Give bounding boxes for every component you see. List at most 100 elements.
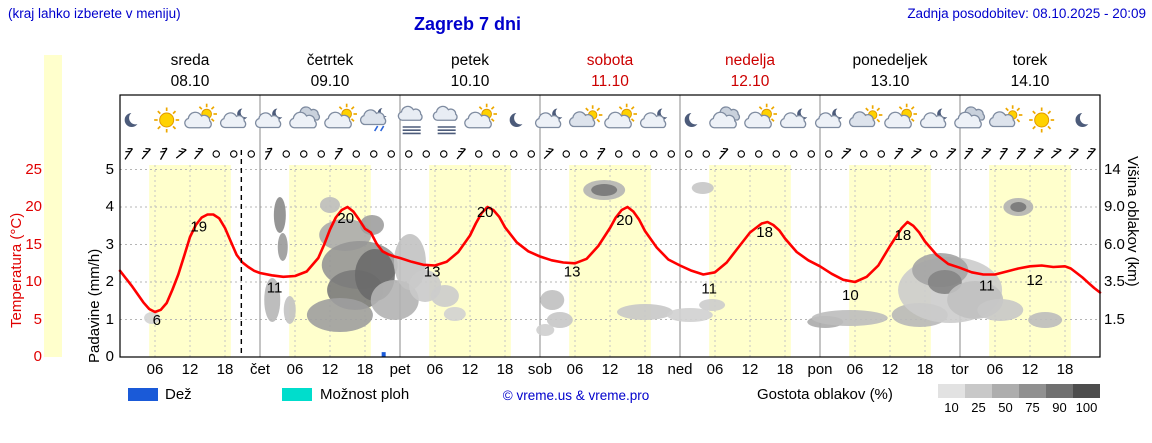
sun-cloud-icon bbox=[464, 111, 492, 129]
calm-wind-icon bbox=[824, 150, 833, 158]
cloud-blob bbox=[370, 280, 419, 320]
wind-barb-tick bbox=[916, 147, 922, 151]
calm-wind-icon bbox=[632, 150, 640, 158]
page-title: Zagreb 7 dni bbox=[413, 14, 521, 34]
cloud-moon-icon bbox=[660, 107, 671, 118]
cloud-moon-icon bbox=[800, 107, 811, 118]
calm-wind-icon bbox=[352, 150, 360, 158]
copyright-link[interactable]: © vreme.us & vreme.pro bbox=[502, 388, 650, 403]
temp-value-label: 12 bbox=[1026, 272, 1043, 289]
calm-wind-icon bbox=[474, 150, 483, 158]
temp-value-label: 11 bbox=[267, 280, 283, 297]
calm-wind-icon bbox=[439, 150, 448, 158]
temp-value-label: 18 bbox=[894, 227, 911, 244]
moon-icon bbox=[129, 111, 142, 125]
cloud-sun-icon bbox=[876, 118, 881, 123]
sun-cloud-icon bbox=[618, 106, 623, 110]
sun-cloud-icon bbox=[210, 118, 215, 122]
cloud-blob bbox=[1028, 312, 1063, 328]
cloud-sun-icon bbox=[876, 107, 881, 112]
cloud-blob bbox=[691, 182, 714, 194]
cloud-sun-icon bbox=[596, 107, 601, 112]
calm-wind-icon bbox=[247, 150, 256, 158]
cloud-blob bbox=[144, 312, 161, 324]
sun-cloud-icon bbox=[210, 106, 215, 110]
cloud-sun-icon bbox=[596, 118, 601, 123]
sun-cloud-icon bbox=[350, 118, 355, 122]
cloud-blob bbox=[264, 278, 281, 322]
calm-wind-icon bbox=[754, 150, 763, 158]
wind-barb-tick bbox=[983, 150, 989, 153]
rain-bar bbox=[381, 352, 386, 357]
cloud-blob bbox=[306, 298, 373, 332]
cloud-showers-icon bbox=[359, 109, 387, 126]
wind-barb-icon bbox=[841, 148, 852, 160]
rain-legend-label: Dež bbox=[165, 386, 192, 403]
wind-barb-icon bbox=[543, 148, 554, 160]
cloud-blob bbox=[811, 310, 888, 326]
moon-icon bbox=[689, 111, 702, 125]
wind-barb-icon bbox=[1050, 149, 1062, 159]
wind-barb-tick bbox=[181, 147, 187, 151]
calm-wind-icon bbox=[509, 150, 518, 158]
cloud-blob bbox=[617, 304, 673, 320]
wind-barb-icon bbox=[894, 148, 904, 160]
cloud-showers-icon bbox=[373, 125, 379, 132]
sun-icon bbox=[159, 112, 175, 128]
cloud-moon-icon bbox=[534, 112, 562, 129]
cloud-blob bbox=[536, 324, 555, 336]
calm-wind-icon bbox=[579, 150, 588, 158]
wind-barb-tick bbox=[843, 150, 849, 153]
calm-wind-icon bbox=[649, 150, 658, 158]
cloud-moon-icon bbox=[779, 112, 807, 129]
calm-wind-icon bbox=[404, 150, 413, 158]
cloud-blob bbox=[277, 233, 288, 261]
sun-cloud-icon bbox=[744, 111, 772, 129]
wind-barb-tick bbox=[545, 150, 551, 153]
calm-wind-icon bbox=[422, 150, 430, 158]
temp-value-label: 20 bbox=[616, 212, 633, 229]
sun-cloud-icon bbox=[604, 111, 632, 129]
wind-barb-tick bbox=[1053, 150, 1059, 153]
cloud-sun-icon bbox=[848, 111, 876, 128]
cloud-icon bbox=[954, 111, 982, 129]
calm-wind-icon bbox=[212, 150, 221, 158]
sun-cloud-icon bbox=[490, 118, 495, 122]
wind-barb-icon bbox=[159, 148, 168, 160]
wind-barb-icon bbox=[124, 148, 134, 160]
showers-legend-swatch bbox=[282, 388, 312, 401]
cloud-fog-icon bbox=[397, 105, 423, 121]
cloud-sun-icon bbox=[1016, 107, 1021, 112]
calm-wind-icon bbox=[527, 150, 535, 158]
sun-icon bbox=[1034, 112, 1050, 128]
calm-wind-icon bbox=[737, 150, 745, 158]
wind-barb-icon bbox=[334, 148, 344, 160]
cloud-density-label: Gostota oblakov (%) bbox=[757, 386, 893, 403]
wind-barb-icon bbox=[999, 148, 1009, 160]
wind-barb-tick bbox=[1070, 150, 1076, 153]
cloud-showers-icon bbox=[379, 125, 385, 132]
temp-value-label: 13 bbox=[424, 264, 441, 281]
cloud-blob bbox=[977, 299, 1024, 321]
cloud-icon bbox=[289, 111, 317, 129]
temp-value-label: 6 bbox=[153, 312, 161, 329]
wind-barb-tick bbox=[1056, 147, 1062, 151]
wind-barb-icon bbox=[910, 149, 922, 159]
rain-legend-swatch bbox=[128, 388, 158, 401]
cloud-icon bbox=[709, 111, 737, 129]
sun-cloud-icon bbox=[910, 106, 915, 110]
wind-barb-tick bbox=[1038, 147, 1044, 150]
sun-cloud-icon bbox=[338, 106, 343, 110]
wind-barb-icon bbox=[1033, 148, 1044, 160]
cloud-axis-label: Višina oblakov (km) bbox=[1124, 156, 1141, 287]
sun-cloud-icon bbox=[184, 111, 212, 129]
calm-wind-icon bbox=[387, 150, 395, 158]
temperature-curve bbox=[118, 205, 1102, 314]
sun-cloud-icon bbox=[630, 118, 635, 122]
sun-cloud-icon bbox=[350, 106, 355, 110]
sun-cloud-icon bbox=[770, 118, 775, 122]
cloud-blob bbox=[591, 184, 618, 196]
calm-wind-icon bbox=[562, 150, 570, 158]
wind-barb-icon bbox=[596, 148, 606, 160]
